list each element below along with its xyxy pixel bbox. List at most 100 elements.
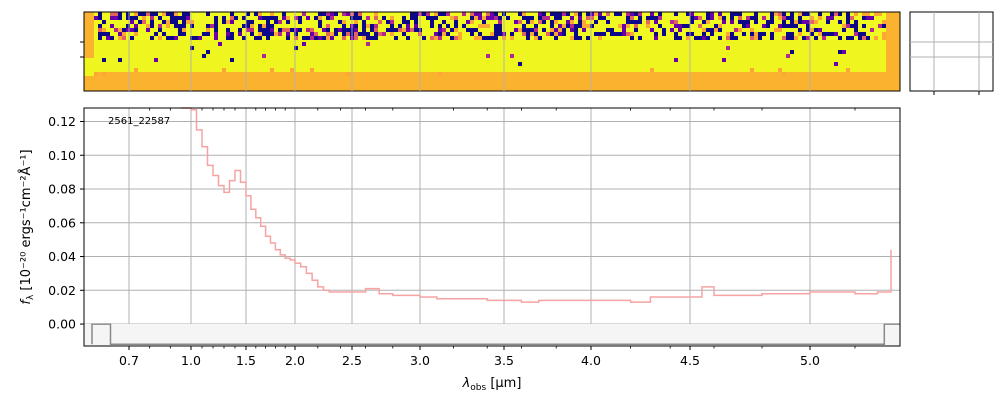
- image-pixel: [142, 32, 146, 36]
- image-pixel: [290, 20, 294, 24]
- image-pixel: [862, 20, 866, 24]
- image-pixel: [390, 36, 394, 40]
- image-pixel: [594, 24, 598, 28]
- image-pixel: [334, 24, 338, 28]
- image-pixel: [182, 28, 186, 32]
- x-tick-label: 1.0: [181, 353, 201, 368]
- image-pixel: [162, 28, 166, 32]
- image-pixel: [398, 20, 402, 24]
- image-pixel: [186, 28, 190, 32]
- image-pixel: [674, 24, 678, 28]
- image-pixel: [582, 28, 586, 32]
- image-pixel: [438, 36, 442, 40]
- image-pixel: [774, 16, 778, 20]
- image-pixel: [154, 24, 158, 28]
- image-pixel: [766, 32, 770, 36]
- image-pixel: [646, 16, 650, 20]
- image-pixel: [738, 12, 742, 16]
- image-pixel: [882, 32, 886, 36]
- image-pixel: [854, 28, 858, 32]
- image-pixel: [602, 32, 606, 36]
- image-pixel: [462, 24, 466, 28]
- image-pixel: [818, 32, 822, 36]
- image-pixel: [602, 20, 606, 24]
- image-pixel: [430, 24, 434, 28]
- image-pixel: [458, 20, 462, 24]
- image-pixel: [258, 36, 262, 40]
- image-pixel: [754, 36, 758, 40]
- image-pixel: [94, 24, 98, 28]
- image-pixel: [726, 32, 730, 36]
- image-pixel: [542, 16, 546, 20]
- image-pixel: [658, 32, 662, 36]
- image-pixel: [834, 32, 838, 36]
- image-pixel: [374, 28, 378, 32]
- image-pixel: [622, 24, 626, 28]
- image-pixel: [374, 36, 378, 40]
- image-pixel: [606, 24, 610, 28]
- image-pixel: [378, 32, 382, 36]
- image-pixel: [414, 20, 418, 24]
- image-pixel: [550, 36, 554, 40]
- image-pixel: [306, 20, 310, 24]
- image-pixel: [194, 20, 198, 24]
- image-pixel: [478, 36, 482, 40]
- image-pixel: [850, 36, 854, 40]
- image-pixel: [222, 24, 226, 28]
- image-pixel: [782, 36, 786, 40]
- image-pixel: [434, 28, 438, 32]
- image-pixel: [114, 12, 118, 16]
- image-pixel: [134, 16, 138, 20]
- image-pixel: [558, 12, 562, 16]
- image-pixel: [858, 12, 862, 16]
- image-pixel: [262, 28, 266, 32]
- profile-side-frame: [909, 11, 994, 92]
- image-pixel: [754, 28, 758, 32]
- image-pixel: [570, 20, 574, 24]
- image-pixel: [814, 20, 818, 24]
- image-pixel: [630, 20, 634, 24]
- image-pixel: [442, 36, 446, 40]
- image-pixel: [626, 32, 630, 36]
- image-pixel: [98, 12, 102, 16]
- image-pixel: [330, 24, 334, 28]
- image-pixel: [794, 20, 798, 24]
- image-pixel: [158, 16, 162, 20]
- image-pixel: [326, 36, 330, 40]
- image-pixel: [658, 16, 662, 20]
- image-pixel: [506, 20, 510, 24]
- image-pixel: [850, 28, 854, 32]
- image-pixel: [462, 16, 466, 20]
- image-pixel: [694, 32, 698, 36]
- image-pixel: [122, 36, 126, 40]
- image-pixel: [370, 32, 374, 36]
- image-pixel: [490, 36, 494, 40]
- image-pixel: [146, 36, 150, 40]
- image-pixel: [542, 36, 546, 40]
- image-pixel: [538, 36, 542, 40]
- image-pixel: [322, 36, 326, 40]
- image-pixel: [294, 36, 298, 40]
- image-pixel: [470, 24, 474, 28]
- image-pixel: [678, 24, 682, 28]
- image-pixel: [738, 36, 742, 40]
- image-pixel: [550, 32, 554, 36]
- image-pixel: [666, 24, 670, 28]
- image-pixel: [706, 28, 710, 32]
- image-pixel: [230, 28, 234, 32]
- image-pixel: [190, 20, 194, 24]
- image-pixel: [618, 28, 622, 32]
- image-pixel: [294, 24, 298, 28]
- image-pixel: [146, 28, 150, 32]
- image-pixel: [182, 32, 186, 36]
- image-pixel: [582, 32, 586, 36]
- image-pixel: [118, 32, 122, 36]
- image-pixel: [862, 12, 866, 16]
- image-pixel: [450, 16, 454, 20]
- image-pixel: [474, 36, 478, 40]
- image-pixel: [842, 24, 846, 28]
- image-pixel: [686, 32, 690, 36]
- image-pixel: [210, 12, 214, 16]
- image-pixel: [742, 36, 746, 40]
- image-pixel: [354, 24, 358, 28]
